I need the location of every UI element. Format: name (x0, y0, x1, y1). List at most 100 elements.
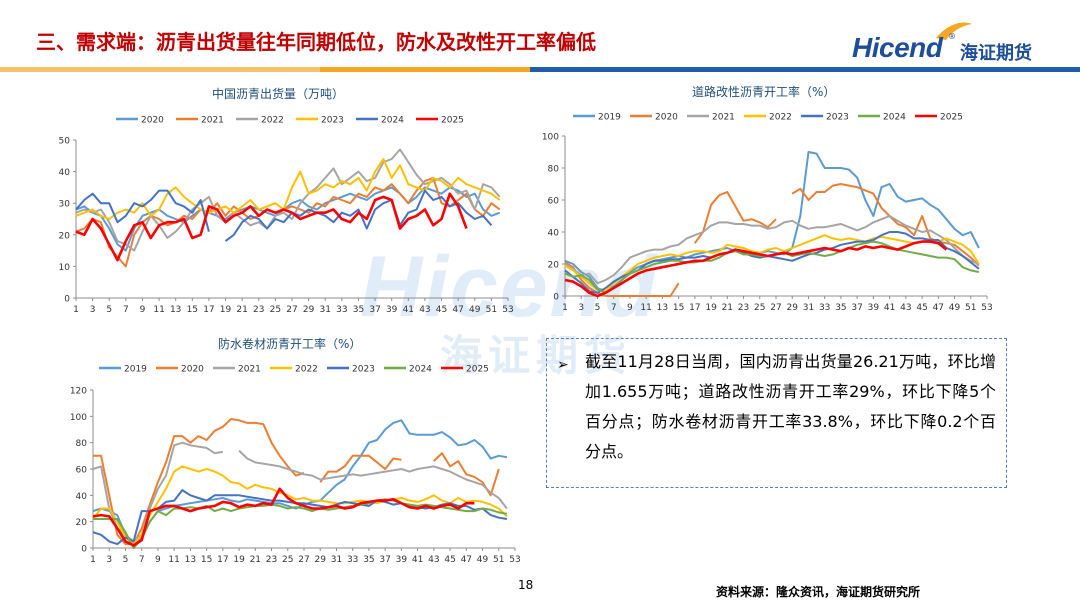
y-tick-label: 50 (59, 137, 71, 147)
watermark-cn: 海证期货 (440, 331, 633, 380)
summary-text: 截至11月28日当周，国内沥青出货量26.21万吨，环比增加1.655万吨；道路… (585, 352, 996, 461)
x-tick-label: 7 (139, 555, 145, 565)
x-tick-label: 21 (236, 305, 247, 315)
header-bar-left (0, 67, 320, 72)
series-line-2021 (75, 176, 501, 268)
x-tick-label: 41 (403, 305, 414, 315)
x-tick-label: 45 (916, 303, 927, 313)
series-line-2020 (93, 418, 500, 546)
x-tick-label: 31 (320, 305, 331, 315)
legend-label-2021: 2021 (201, 116, 224, 126)
legend-label-2021: 2021 (712, 113, 735, 123)
x-tick-label: 9 (155, 555, 161, 565)
legend-label-2023: 2023 (321, 116, 344, 126)
x-tick-label: 43 (900, 303, 911, 313)
x-tick-label: 29 (787, 303, 799, 313)
x-tick-label: 15 (673, 303, 684, 313)
x-tick-label: 29 (315, 555, 327, 565)
y-tick-label: 60 (76, 466, 88, 476)
legend-label-2022: 2022 (261, 116, 284, 126)
x-tick-label: 3 (578, 303, 584, 313)
x-tick-label: 1 (90, 555, 96, 565)
x-tick-label: 53 (502, 305, 513, 315)
x-tick-label: 21 (250, 555, 261, 565)
y-tick-label: 40 (59, 168, 71, 178)
x-tick-label: 23 (253, 305, 264, 315)
y-tick-label: 100 (542, 133, 559, 143)
x-tick-label: 27 (286, 305, 297, 315)
series-line-2020 (75, 186, 501, 252)
x-tick-label: 39 (386, 305, 398, 315)
summary-box: ➢ 截至11月28日当周，国内沥青出货量26.21万吨，环比增加1.655万吨；… (546, 338, 1007, 488)
x-tick-label: 23 (266, 555, 277, 565)
x-tick-label: 53 (509, 555, 520, 565)
x-tick-label: 9 (140, 305, 146, 315)
legend-label-2021: 2021 (238, 365, 261, 375)
logo-wing-icon (936, 22, 972, 40)
y-tick-label: 40 (548, 229, 560, 239)
x-tick-label: 1 (562, 303, 568, 313)
x-tick-label: 47 (461, 555, 472, 565)
x-tick-label: 49 (469, 305, 481, 315)
x-tick-label: 5 (106, 305, 112, 315)
page-title: 三、需求端：沥青出货量往年同期低位，防水及改性开工率偏低 (36, 30, 596, 54)
x-tick-label: 53 (981, 303, 992, 313)
x-tick-label: 51 (493, 555, 504, 565)
logo-text-en: Hicend (852, 32, 943, 63)
logo-registered-mark: ® (948, 32, 956, 41)
legend-label-2020: 2020 (141, 116, 164, 126)
x-tick-label: 7 (123, 305, 129, 315)
x-tick-label: 25 (754, 303, 765, 313)
x-tick-label: 25 (282, 555, 293, 565)
legend-label-2019: 2019 (598, 113, 621, 123)
x-tick-label: 39 (396, 555, 408, 565)
x-tick-label: 51 (965, 303, 976, 313)
legend-label-2024: 2024 (381, 116, 404, 126)
chart2-title: 道路改性沥青开工率（%） (692, 85, 836, 99)
x-tick-label: 13 (185, 555, 196, 565)
x-tick-label: 45 (444, 555, 455, 565)
legend-label-2025: 2025 (940, 113, 963, 123)
x-tick-label: 47 (933, 303, 944, 313)
x-tick-label: 43 (428, 555, 439, 565)
x-tick-label: 33 (336, 305, 347, 315)
y-tick-label: 60 (548, 197, 560, 207)
legend-label-2019: 2019 (124, 365, 147, 375)
series-line-2019 (92, 419, 508, 546)
x-tick-label: 35 (835, 303, 846, 313)
brand-logo: Hicend ® 海证期货 (852, 22, 1052, 66)
x-tick-label: 15 (187, 305, 198, 315)
logo-text-cn: 海证期货 (960, 43, 1032, 64)
x-tick-label: 37 (369, 305, 380, 315)
x-tick-label: 27 (298, 555, 309, 565)
series-line-2025 (564, 240, 948, 298)
x-tick-label: 41 (412, 555, 423, 565)
y-tick-label: 80 (548, 165, 560, 175)
source-note: 资料来源：隆众资讯，海证期货研究所 (716, 585, 921, 599)
header-bar-right (530, 67, 1080, 72)
x-tick-label: 31 (331, 555, 342, 565)
x-tick-label: 35 (353, 305, 364, 315)
x-tick-label: 29 (303, 305, 315, 315)
y-tick-label: 20 (59, 231, 71, 241)
series-line-2021 (92, 441, 508, 543)
series-line-2022 (92, 465, 508, 546)
x-tick-label: 33 (347, 555, 358, 565)
y-tick-label: 0 (64, 295, 70, 305)
legend-label-2020: 2020 (655, 113, 678, 123)
y-tick-label: 100 (70, 413, 87, 423)
legend-label-2022: 2022 (769, 113, 792, 123)
x-tick-label: 13 (657, 303, 668, 313)
x-tick-label: 3 (90, 305, 96, 315)
x-tick-label: 41 (884, 303, 895, 313)
legend-label-2022: 2022 (295, 365, 318, 375)
legend-label-2020: 2020 (181, 365, 204, 375)
x-tick-label: 19 (705, 303, 717, 313)
x-tick-label: 43 (419, 305, 430, 315)
page-number: 18 (518, 578, 534, 592)
x-tick-label: 11 (153, 305, 164, 315)
x-tick-label: 37 (379, 555, 390, 565)
x-tick-label: 23 (738, 303, 749, 313)
